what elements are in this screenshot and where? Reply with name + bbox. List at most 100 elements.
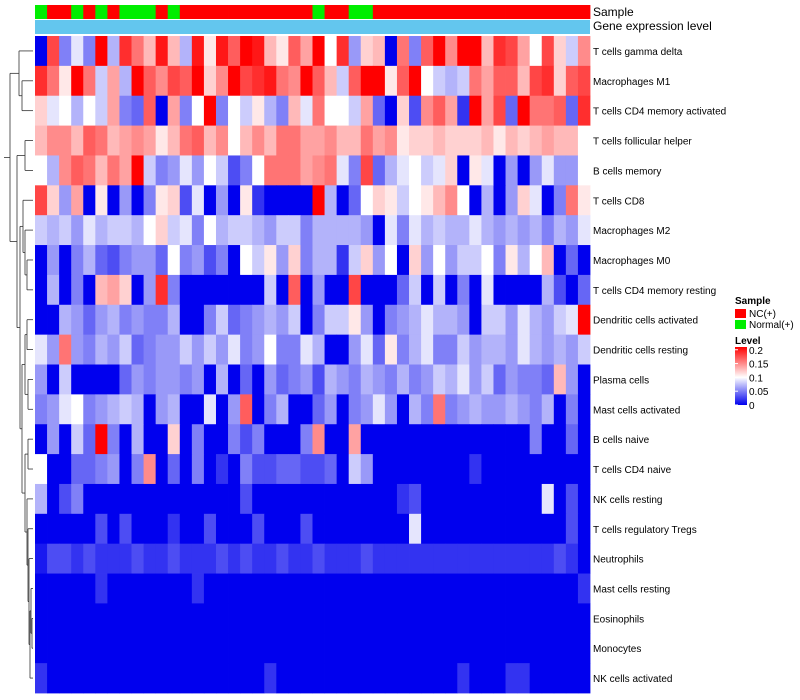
heatmap-cell <box>541 454 555 485</box>
level-tick-label: 0.2 <box>749 346 763 357</box>
heatmap-cell <box>505 633 519 664</box>
heatmap-cell <box>445 633 458 664</box>
heatmap-cell <box>372 394 386 425</box>
heatmap-cell <box>59 155 72 186</box>
heatmap-cell <box>445 95 458 126</box>
heatmap-cell <box>179 245 193 276</box>
heatmap-cell <box>131 483 144 515</box>
heatmap-cell <box>71 65 84 97</box>
heatmap-cell <box>264 185 277 216</box>
heatmap-cell <box>215 424 229 455</box>
heatmap-cell <box>409 304 422 336</box>
heatmap-cell <box>433 394 446 425</box>
heatmap-cell <box>481 483 494 515</box>
heatmap-cell <box>493 125 506 156</box>
heatmap-cell <box>35 65 48 97</box>
heatmap-cell <box>228 125 241 156</box>
heatmap-cell <box>336 185 350 216</box>
heatmap-cell <box>360 483 374 515</box>
heatmap-cell <box>167 543 181 574</box>
heatmap-cell <box>529 185 543 216</box>
heatmap-cell <box>348 334 362 365</box>
heatmap-cell <box>228 513 241 545</box>
heatmap-cell <box>396 573 410 604</box>
heatmap-cell <box>179 155 193 186</box>
level-tick-label: 0.15 <box>749 360 769 371</box>
heatmap-cell <box>336 543 350 574</box>
heatmap-cell <box>505 394 519 425</box>
heatmap-cell <box>71 483 84 515</box>
heatmap-cell <box>565 663 579 694</box>
heatmap-cell <box>300 245 313 276</box>
heatmap-cell <box>215 633 229 664</box>
heatmap-cell <box>384 603 398 634</box>
heatmap-cell <box>119 304 132 336</box>
sample-cell <box>336 5 350 19</box>
heatmap-cell <box>95 364 108 395</box>
heatmap-cell <box>396 394 410 425</box>
heatmap-cell <box>276 483 289 515</box>
heatmap-cell <box>71 513 84 545</box>
heatmap-cell <box>191 125 205 156</box>
heatmap-cell <box>505 125 519 156</box>
heatmap-cell <box>348 245 362 276</box>
heatmap-cell <box>191 454 205 485</box>
row-label: T cells gamma delta <box>593 47 683 58</box>
heatmap-cell <box>276 215 289 246</box>
heatmap-cell <box>288 364 301 395</box>
expression-level-track <box>35 20 590 34</box>
sample-cell <box>360 5 374 19</box>
heatmap-cell <box>143 603 157 634</box>
heatmap-cell <box>336 513 350 545</box>
heatmap-cell <box>553 364 567 395</box>
heatmap-cell <box>372 274 386 306</box>
heatmap-cell <box>71 633 84 664</box>
heatmap-cell <box>264 304 277 336</box>
heatmap-cell <box>445 274 458 306</box>
heatmap-cell <box>215 394 229 425</box>
heatmap-cell <box>505 65 519 97</box>
heatmap-cell <box>203 245 217 276</box>
heatmap-cell <box>288 155 301 186</box>
heatmap-cell <box>155 633 169 664</box>
heatmap-cell <box>276 603 289 634</box>
heatmap-cell <box>469 543 482 574</box>
heatmap-cell <box>409 36 422 67</box>
heatmap-cell <box>252 454 265 485</box>
heatmap-cell <box>71 334 84 365</box>
heatmap-cell <box>119 125 132 156</box>
heatmap-cell <box>47 573 60 604</box>
heatmap-cell <box>409 513 422 545</box>
heatmap-cell <box>35 185 48 216</box>
heatmap-cell <box>35 155 48 186</box>
heatmap-cell <box>553 513 567 545</box>
heatmap-cell <box>131 633 144 664</box>
heatmap-cell <box>203 573 217 604</box>
heatmap-cell <box>264 513 277 545</box>
heatmap-cell <box>372 663 386 694</box>
heatmap-cell <box>215 663 229 694</box>
heatmap-cell <box>577 185 591 216</box>
heatmap-cell <box>179 215 193 246</box>
heatmap-cell <box>481 185 494 216</box>
heatmap-cell <box>240 394 253 425</box>
heatmap-cell <box>143 633 157 664</box>
sample-cell <box>481 5 494 19</box>
heatmap-cell <box>457 155 470 186</box>
heatmap-cell <box>457 215 470 246</box>
heatmap-cell <box>565 274 579 306</box>
heatmap-cell <box>276 663 289 694</box>
heatmap-cell <box>421 394 434 425</box>
heatmap-cell <box>312 454 325 485</box>
heatmap-cell <box>505 424 519 455</box>
heatmap-cell <box>384 125 398 156</box>
heatmap-cell <box>553 633 567 664</box>
heatmap-cell <box>300 543 313 574</box>
heatmap-cell <box>529 603 543 634</box>
heatmap-cell <box>312 274 325 306</box>
heatmap-cell <box>167 185 181 216</box>
heatmap-cell <box>252 215 265 246</box>
heatmap-cell <box>203 185 217 216</box>
heatmap-cell <box>505 304 519 336</box>
